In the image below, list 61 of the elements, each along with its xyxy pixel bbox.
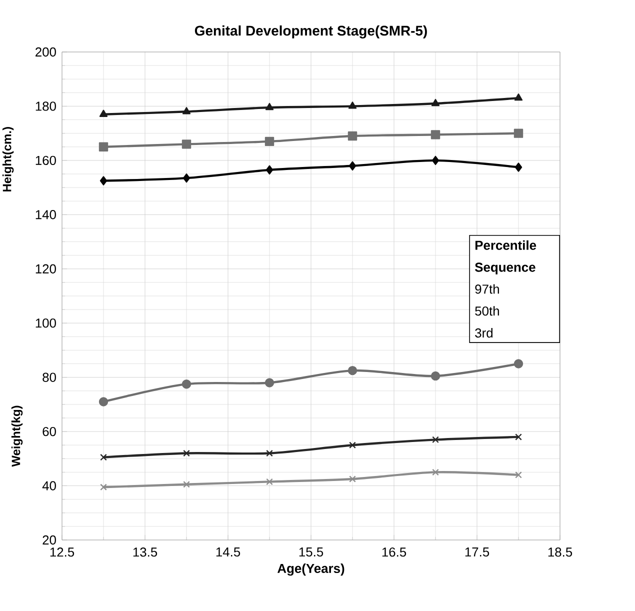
point <box>182 379 192 389</box>
y-tick-label: 140 <box>36 210 56 220</box>
point <box>182 140 192 149</box>
point <box>348 366 358 376</box>
point <box>183 450 190 457</box>
y-tick-label: 20 <box>42 535 56 545</box>
point <box>515 434 522 440</box>
point <box>432 156 440 166</box>
point <box>182 107 191 114</box>
x-axis-title: Age(Years) <box>278 564 344 576</box>
point <box>431 98 440 106</box>
annotation: 97th <box>475 284 499 294</box>
legend-title: Percentile Sequence <box>474 240 536 274</box>
point <box>266 165 274 175</box>
point <box>264 136 274 146</box>
point <box>265 102 274 110</box>
y-tick-label: 60 <box>42 426 56 436</box>
point <box>98 397 108 406</box>
point <box>432 468 439 476</box>
point <box>430 130 440 140</box>
point <box>266 478 273 486</box>
chart-title: Genital Development Stage(SMR-5) <box>194 25 427 38</box>
point <box>100 484 107 491</box>
point <box>264 378 274 388</box>
point <box>183 480 190 488</box>
x-tick-label: 16.5 <box>382 548 406 557</box>
point <box>514 93 523 101</box>
point <box>99 110 108 117</box>
point <box>182 173 190 183</box>
annotation: 50th <box>475 306 499 316</box>
point <box>266 450 273 457</box>
x-tick-label: 13.5 <box>133 548 158 557</box>
point <box>348 131 358 141</box>
y-axis-title: Height(cm.) <box>2 127 14 192</box>
point <box>349 476 356 482</box>
point <box>514 162 522 172</box>
y-tick-label: 40 <box>42 481 56 490</box>
y-tick-label: 180 <box>36 102 56 111</box>
point <box>430 371 440 381</box>
point <box>514 128 524 138</box>
annotation: 3rd <box>475 328 492 338</box>
y-tick-label: 160 <box>36 156 56 166</box>
y-tick-label: 200 <box>36 47 56 57</box>
point <box>348 102 357 109</box>
point <box>98 142 108 152</box>
text: Weight(kg) <box>11 406 23 467</box>
point <box>515 471 522 478</box>
point <box>514 359 524 368</box>
point <box>349 442 356 449</box>
point <box>432 436 439 444</box>
x-tick-label: 18.5 <box>548 548 572 557</box>
x-tick-label: 17.5 <box>465 548 490 557</box>
x-tick-label: 14.5 <box>216 548 240 557</box>
y-tick-label: 120 <box>36 264 56 274</box>
y-tick-label: 100 <box>36 318 56 328</box>
y-tick-label: 80 <box>42 372 56 382</box>
point <box>100 454 107 461</box>
point <box>348 161 356 170</box>
x-tick-label: 12.5 <box>50 548 74 557</box>
point <box>100 176 108 186</box>
x-tick-label: 15.5 <box>299 548 324 557</box>
